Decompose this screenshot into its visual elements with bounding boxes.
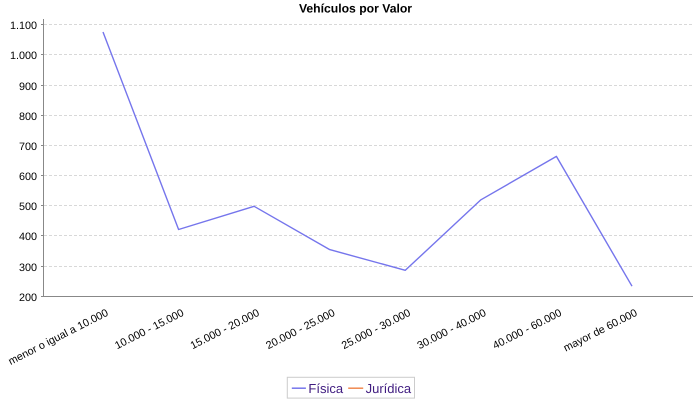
svg-text:20.000 - 25.000: 20.000 - 25.000 [264, 307, 337, 352]
svg-text:900: 900 [19, 81, 37, 93]
svg-text:25.000 - 30.000: 25.000 - 30.000 [340, 307, 413, 352]
svg-text:Vehículos por Valor: Vehículos por Valor [299, 1, 412, 15]
svg-text:menor o igual a 10.000: menor o igual a 10.000 [6, 307, 110, 368]
svg-text:40.000 - 60.000: 40.000 - 60.000 [491, 307, 564, 352]
svg-text:30.000 - 40.000: 30.000 - 40.000 [415, 307, 488, 352]
svg-text:Física: Física [308, 381, 343, 396]
svg-text:10.000 - 15.000: 10.000 - 15.000 [113, 307, 186, 352]
svg-text:mayor de 60.000: mayor de 60.000 [562, 307, 640, 354]
svg-text:1.100: 1.100 [10, 20, 37, 32]
svg-text:700: 700 [19, 141, 37, 153]
svg-text:200: 200 [19, 292, 37, 304]
svg-text:Jurídica: Jurídica [366, 381, 412, 396]
svg-text:400: 400 [19, 231, 37, 243]
svg-text:1.000: 1.000 [10, 50, 37, 62]
svg-text:600: 600 [19, 171, 37, 183]
svg-text:15.000 - 20.000: 15.000 - 20.000 [189, 307, 262, 352]
svg-text:500: 500 [19, 201, 37, 213]
svg-text:800: 800 [19, 111, 37, 123]
svg-text:300: 300 [19, 262, 37, 274]
